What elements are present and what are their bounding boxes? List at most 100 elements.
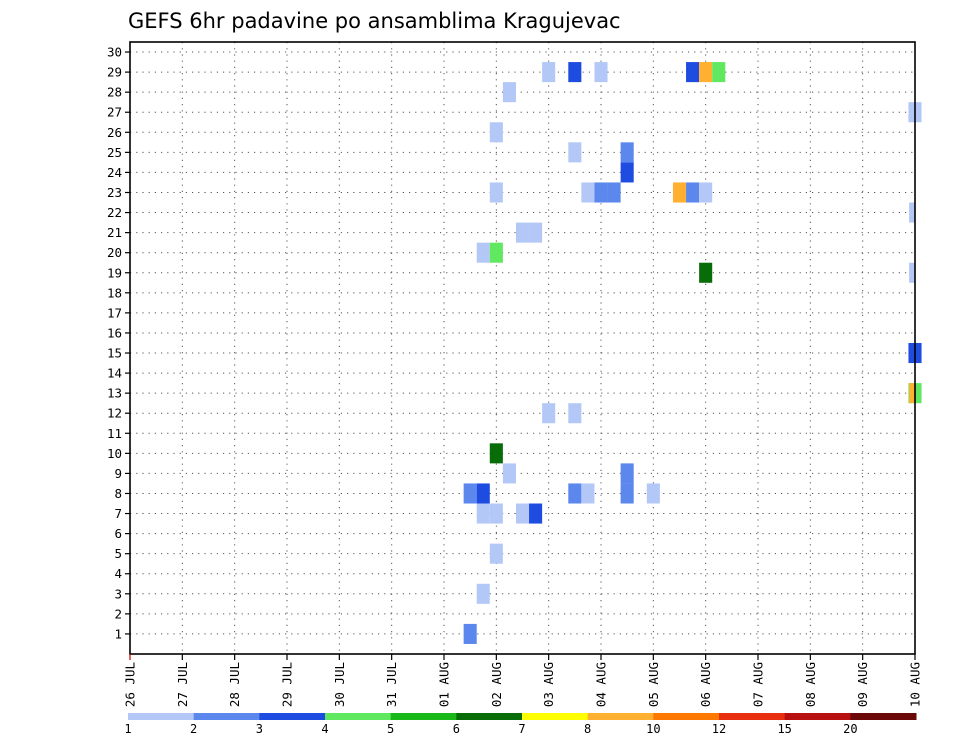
y-tick-label: 17 xyxy=(107,305,122,320)
colorbar-label: 3 xyxy=(256,722,263,736)
plot-frame xyxy=(129,41,916,655)
y-tick-label: 22 xyxy=(107,205,122,220)
precip-cell xyxy=(620,463,634,484)
x-tick-label: 26 JUL xyxy=(123,662,138,707)
precip-cell xyxy=(529,222,543,243)
colorbar-swatch xyxy=(784,713,851,720)
colorbar-label: 12 xyxy=(712,722,726,736)
colorbar-swatch xyxy=(390,713,457,720)
precip-cell xyxy=(476,483,490,504)
chart-title: GEFS 6hr padavine po ansamblima Kragujev… xyxy=(128,9,621,33)
precip-cell xyxy=(463,483,477,504)
y-tick-label: 19 xyxy=(107,265,122,280)
precip-cell xyxy=(489,543,503,564)
y-axis-ticks: 1234567891011121314151617181920212223242… xyxy=(107,45,130,641)
precip-cell xyxy=(515,222,530,243)
colorbar-swatch xyxy=(325,713,392,720)
x-tick-label: 01 AUG xyxy=(437,662,452,707)
precip-cell xyxy=(568,62,582,83)
colorbar-label: 4 xyxy=(321,722,328,736)
y-tick-label: 21 xyxy=(107,225,122,240)
precip-cell xyxy=(594,182,608,203)
y-tick-label: 29 xyxy=(107,65,122,80)
x-tick-label: 05 AUG xyxy=(646,662,661,707)
precip-cell xyxy=(529,503,543,524)
colorbar-label: 8 xyxy=(584,722,591,736)
precip-cell xyxy=(542,62,556,83)
precip-cell xyxy=(489,503,503,524)
y-tick-label: 30 xyxy=(107,45,122,60)
y-tick-label: 2 xyxy=(114,606,122,621)
colorbar-label: 7 xyxy=(518,722,525,736)
x-tick-label: 04 AUG xyxy=(594,662,609,707)
x-axis-ticks: 26 JUL 27 JUL 28 JUL 29 JUL 30 JUL 31 JUL 01 A… xyxy=(123,654,923,707)
y-tick-label: 13 xyxy=(107,386,122,401)
x-tick-label: 07 AUG xyxy=(751,662,766,707)
precip-cell xyxy=(476,583,490,604)
precip-cell xyxy=(909,202,915,223)
y-tick-label: 26 xyxy=(107,125,122,140)
y-tick-label: 14 xyxy=(107,366,122,381)
x-tick-label: 09 AUG xyxy=(855,662,870,707)
precip-cell xyxy=(699,262,713,283)
precip-cell xyxy=(607,182,621,203)
precip-cell xyxy=(646,483,660,504)
y-tick-label: 7 xyxy=(114,506,122,521)
y-tick-label: 8 xyxy=(114,486,122,501)
y-tick-label: 18 xyxy=(107,285,122,300)
y-tick-label: 9 xyxy=(114,466,122,481)
colorbar-label: 6 xyxy=(453,722,460,736)
precip-cell xyxy=(909,262,915,283)
x-tick-label: 10 AUG xyxy=(908,662,923,707)
colorbar: 1 2 3 4 5 6 7 8 10 12 15 20 xyxy=(124,713,917,736)
y-tick-label: 6 xyxy=(114,526,122,541)
precip-cell xyxy=(489,122,503,143)
colorbar-swatch xyxy=(587,713,654,720)
precip-cell xyxy=(699,62,713,83)
precip-cell xyxy=(672,182,687,203)
colorbar-swatch xyxy=(128,713,195,720)
colorbar-swatch xyxy=(719,713,786,720)
y-tick-label: 11 xyxy=(107,426,122,441)
colorbar-swatch xyxy=(259,713,326,720)
precip-cell xyxy=(568,403,582,424)
colorbar-swatch xyxy=(456,713,523,720)
y-tick-label: 27 xyxy=(107,105,122,120)
precip-cell xyxy=(463,623,477,644)
y-tick-label: 10 xyxy=(107,446,122,461)
precip-cell xyxy=(568,483,582,504)
precip-cell xyxy=(581,483,595,504)
y-tick-label: 23 xyxy=(107,185,122,200)
precip-cell xyxy=(909,383,915,404)
precip-cell xyxy=(568,142,582,163)
precip-cell xyxy=(620,483,634,504)
precip-cell xyxy=(620,162,634,183)
precip-cell xyxy=(502,82,516,103)
y-tick-label: 15 xyxy=(107,346,122,361)
x-tick-label: 31 JUL xyxy=(384,662,399,707)
precip-cell xyxy=(620,142,634,163)
y-tick-label: 5 xyxy=(114,546,122,561)
precip-cell xyxy=(542,403,556,424)
y-tick-label: 28 xyxy=(107,85,122,100)
precip-cell xyxy=(489,182,503,203)
y-tick-label: 4 xyxy=(114,566,122,581)
colorbar-label: 10 xyxy=(646,722,660,736)
precip-cell xyxy=(489,443,503,464)
x-tick-label: 02 AUG xyxy=(489,662,504,707)
precip-cell xyxy=(476,503,490,524)
colorbar-label: 1 xyxy=(124,722,131,736)
colorbar-swatch xyxy=(653,713,720,720)
precip-cell xyxy=(686,62,700,83)
colorbar-label: 2 xyxy=(190,722,197,736)
y-tick-label: 24 xyxy=(107,165,122,180)
precip-cell xyxy=(515,503,530,524)
colorbar-label: 20 xyxy=(843,722,857,736)
precip-cell xyxy=(699,182,713,203)
precip-cell xyxy=(712,62,726,83)
colorbar-swatch xyxy=(522,713,589,720)
x-tick-label: 08 AUG xyxy=(803,662,818,707)
x-tick-label: 30 JUL xyxy=(332,662,347,707)
colorbar-swatch xyxy=(850,713,917,720)
